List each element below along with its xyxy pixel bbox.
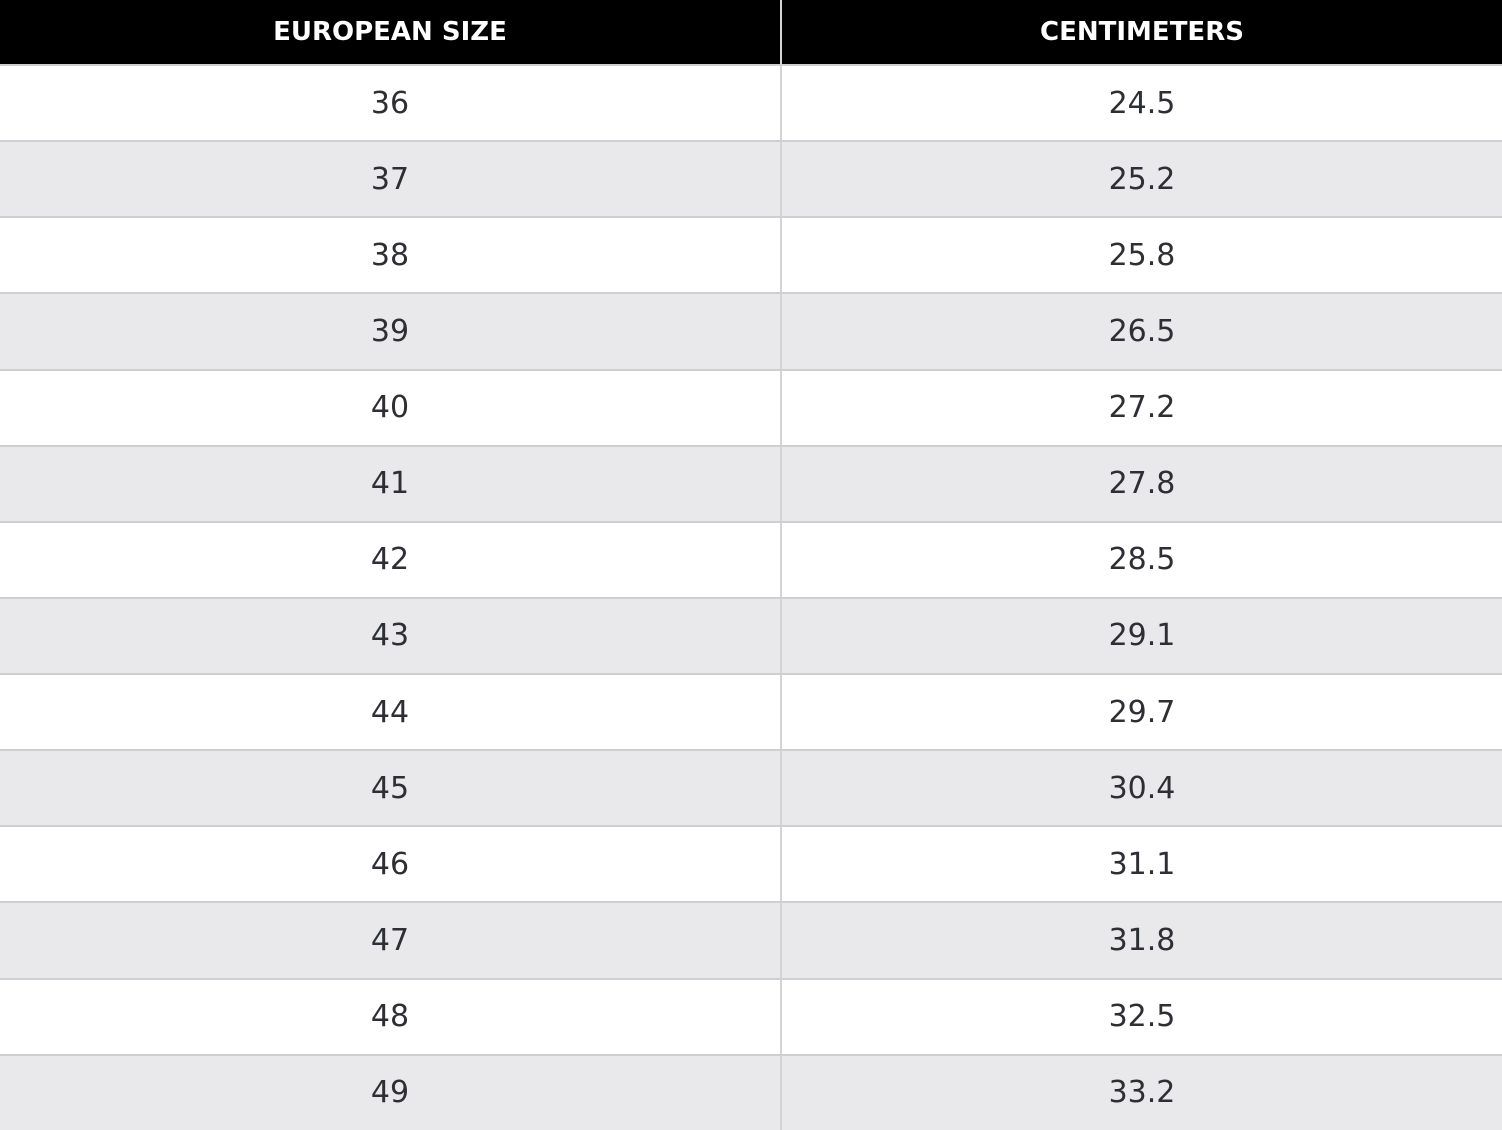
table-cell: 29.7 (782, 673, 1502, 749)
table-cell: 33.2 (782, 1053, 1502, 1130)
table-cell: 42 (0, 520, 782, 597)
header-cell: CENTIMETERS (782, 0, 1502, 64)
table-cell: 29.1 (782, 596, 1502, 673)
table-cell: 43 (0, 596, 782, 673)
table-cell: 25.2 (782, 140, 1502, 217)
table-cell: 41 (0, 444, 782, 521)
table-cell: 47 (0, 901, 782, 978)
table-cell: 39 (0, 292, 782, 369)
table-cell: 45 (0, 749, 782, 826)
table-cell: 32.5 (782, 977, 1502, 1054)
table-cell: 26.5 (782, 292, 1502, 369)
table-cell: 25.8 (782, 216, 1502, 292)
table-cell: 49 (0, 1053, 782, 1130)
table-cell: 40 (0, 368, 782, 445)
table-cell: 31.8 (782, 901, 1502, 978)
table-cell: 46 (0, 825, 782, 902)
table-cell: 36 (0, 64, 782, 141)
table-cell: 27.2 (782, 368, 1502, 445)
table-cell: 48 (0, 977, 782, 1054)
header-cell: EUROPEAN SIZE (0, 0, 782, 64)
table-cell: 28.5 (782, 520, 1502, 597)
table-cell: 24.5 (782, 64, 1502, 140)
table-cell: 27.8 (782, 444, 1502, 521)
table-cell: 44 (0, 673, 782, 750)
table-cell: 37 (0, 140, 782, 217)
table-cell: 31.1 (782, 825, 1502, 901)
table-cell: 38 (0, 216, 782, 293)
table-cell: 30.4 (782, 749, 1502, 826)
